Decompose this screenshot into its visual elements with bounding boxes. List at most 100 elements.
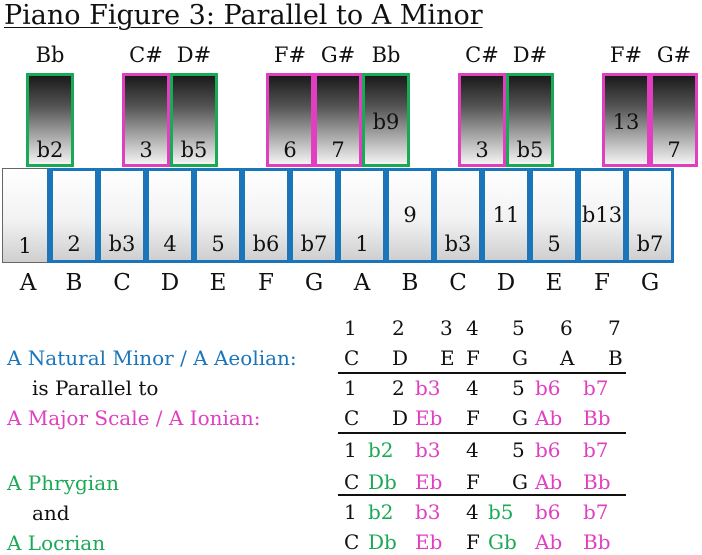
black-key-name: D#	[512, 43, 548, 67]
white-key[interactable]: 2	[50, 168, 98, 263]
black-key[interactable]: b5	[506, 73, 554, 167]
note-name: B	[65, 270, 83, 296]
black-key-degree: b2	[36, 138, 64, 162]
phrygian-notes-cell: Bb	[583, 470, 611, 494]
white-key-degree: b7	[300, 232, 328, 256]
major-notes-cell: G	[512, 406, 528, 430]
degree-header: 1	[344, 316, 357, 340]
white-key[interactable]: 5	[194, 168, 242, 263]
note-name: G	[640, 270, 660, 296]
locrian-notes-cell: Ab	[535, 530, 563, 554]
white-key[interactable]: 5	[530, 168, 578, 263]
phrygian-notes-cell: F	[466, 470, 480, 494]
white-key-degree: 9	[403, 203, 417, 227]
black-key[interactable]: 7	[314, 73, 362, 167]
black-key-degree: b5	[180, 138, 208, 162]
degree-header: 6	[560, 316, 573, 340]
note-name: A	[19, 270, 37, 296]
white-key[interactable]: b3	[98, 168, 146, 263]
black-key[interactable]: 6	[266, 73, 314, 167]
black-key[interactable]: 13	[602, 73, 650, 167]
and-label: and	[32, 501, 70, 525]
major-degrees-cell: 2	[392, 376, 405, 400]
phrygian-degrees-cell: b2	[368, 438, 394, 462]
natural-minor-label: A Natural Minor / A Aeolian:	[7, 346, 297, 370]
black-key-name: G#	[320, 43, 356, 67]
locrian-degrees-cell: b2	[368, 500, 394, 524]
separator-line	[338, 494, 626, 496]
black-key[interactable]: b9	[362, 73, 410, 167]
page-title: Piano Figure 3: Parallel to A Minor	[4, 0, 483, 31]
white-key[interactable]: b6	[242, 168, 290, 263]
black-key-name: Bb	[371, 43, 401, 67]
phrygian-notes-cell: Ab	[535, 470, 563, 494]
major-degrees-cell: 4	[466, 376, 479, 400]
minor-notes-cell: A	[560, 346, 575, 370]
major-notes-cell: Ab	[535, 406, 563, 430]
black-key-degree: b5	[516, 138, 544, 162]
major-degrees-cell: b3	[415, 376, 441, 400]
white-key[interactable]: 11	[482, 168, 530, 263]
white-key[interactable]: b7	[626, 168, 674, 263]
white-key-degree: 5	[211, 232, 225, 256]
locrian-notes-cell: F	[466, 530, 480, 554]
white-key-degree: 5	[547, 232, 561, 256]
major-notes-cell: Bb	[583, 406, 611, 430]
white-key[interactable]: 9	[386, 168, 434, 263]
black-key-name: D#	[176, 43, 212, 67]
black-key[interactable]: 7	[650, 73, 698, 167]
locrian-degrees-cell: b6	[535, 500, 561, 524]
white-key[interactable]: 1	[338, 168, 386, 263]
degree-header: 5	[512, 316, 525, 340]
black-key[interactable]: 3	[458, 73, 506, 167]
minor-notes-cell: F	[466, 346, 480, 370]
minor-notes-cell: D	[392, 346, 409, 370]
note-name: F	[258, 270, 274, 296]
phrygian-notes-cell: G	[512, 470, 528, 494]
locrian-degrees-cell: b5	[488, 500, 514, 524]
black-key-name: F#	[273, 43, 307, 67]
major-degrees-cell: b6	[535, 376, 561, 400]
locrian-notes-cell: C	[344, 530, 360, 554]
minor-notes-cell: E	[440, 346, 455, 370]
separator-line	[338, 432, 626, 434]
black-key[interactable]: b2	[26, 73, 74, 167]
white-key[interactable]: b13	[578, 168, 626, 263]
white-key[interactable]: 1	[2, 168, 50, 263]
white-key[interactable]: b3	[434, 168, 482, 263]
note-name: F	[594, 270, 610, 296]
white-key-degree: b13	[581, 203, 623, 227]
locrian-degrees-cell: 4	[466, 500, 479, 524]
white-key-degree: b7	[636, 232, 664, 256]
white-key-degree: b3	[108, 232, 136, 256]
phrygian-degrees-cell: b3	[415, 438, 441, 462]
major-notes-cell: D	[392, 406, 409, 430]
major-degrees-cell: 1	[344, 376, 357, 400]
white-key[interactable]: 4	[146, 168, 194, 263]
minor-notes-cell: C	[344, 346, 360, 370]
phrygian-degrees-cell: b7	[583, 438, 609, 462]
major-notes-cell: C	[344, 406, 360, 430]
major-scale-label: A Major Scale / A Ionian:	[7, 406, 261, 430]
phrygian-label: A Phrygian	[7, 471, 120, 495]
white-key-degree: 11	[492, 203, 520, 227]
black-key-name: Bb	[35, 43, 65, 67]
phrygian-degrees-cell: 1	[344, 438, 357, 462]
minor-notes-cell: G	[512, 346, 528, 370]
phrygian-notes-cell: C	[344, 470, 360, 494]
locrian-degrees-cell: b7	[583, 500, 609, 524]
black-key-degree: 7	[667, 138, 681, 162]
note-name: D	[160, 270, 180, 296]
locrian-notes-cell: Db	[368, 530, 397, 554]
minor-notes-cell: B	[608, 346, 623, 370]
white-key-degree: 4	[163, 232, 177, 256]
black-key[interactable]: b5	[170, 73, 218, 167]
note-name: G	[304, 270, 324, 296]
note-name: C	[113, 270, 131, 296]
white-key-degree: 1	[18, 234, 32, 258]
black-key[interactable]: 3	[122, 73, 170, 167]
white-key[interactable]: b7	[290, 168, 338, 263]
white-key-degree: 2	[67, 232, 81, 256]
locrian-degrees-cell: 1	[344, 500, 357, 524]
major-degrees-cell: b7	[583, 376, 609, 400]
